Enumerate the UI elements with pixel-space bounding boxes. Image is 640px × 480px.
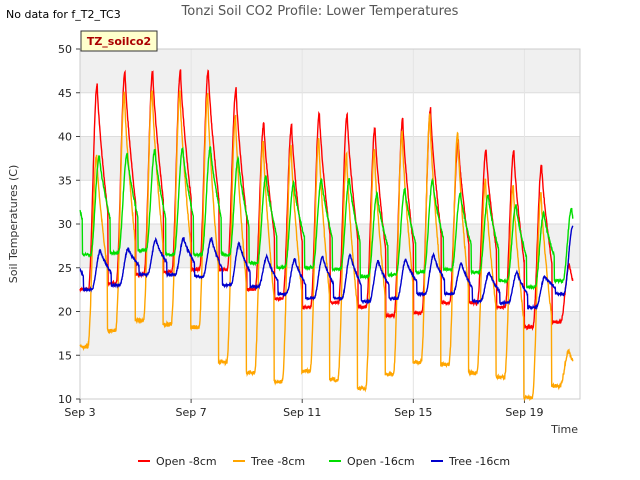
y-tick-label: 40 [58,131,72,144]
legend-label-open-16cm: Open -16cm [347,455,415,468]
grid-band [80,49,580,93]
y-tick-label: 45 [58,87,72,100]
y-axis-label: Soil Temperatures (C) [7,165,20,284]
y-tick-label: 30 [58,218,72,231]
x-tick-label: Sep 15 [394,406,432,419]
legend-label-open-8cm: Open -8cm [156,455,217,468]
series-line-open-16cm [79,146,574,291]
site-label: TZ_soilco2 [87,35,151,48]
series-line-open-8cm [79,69,574,331]
x-tick-label: Sep 3 [64,406,95,419]
y-tick-label: 50 [58,43,72,56]
y-tick-label: 25 [58,262,72,275]
x-axis-label: Time [550,423,578,436]
grid-band [80,136,580,181]
x-tick-label: Sep 11 [283,406,321,419]
site-label-box [80,30,158,52]
x-tick-label: Sep 19 [505,406,543,419]
no-data-note: No data for f_T2_TC3 [6,8,121,21]
y-tick-label: 35 [58,174,72,187]
y-tick-label: 15 [58,349,72,362]
legend-label-tree-8cm: Tree -8cm [250,455,305,468]
x-tick-label: Sep 7 [175,406,206,419]
y-tick-label: 10 [58,393,72,406]
series-lines [79,69,574,402]
series-line-tree-8cm [79,90,574,402]
legend-label-tree-16cm: Tree -16cm [448,455,510,468]
y-tick-label: 20 [58,306,72,319]
series-line-tree-16cm [79,225,574,311]
chart-title: Tonzi Soil CO2 Profile: Lower Temperatur… [181,4,459,19]
